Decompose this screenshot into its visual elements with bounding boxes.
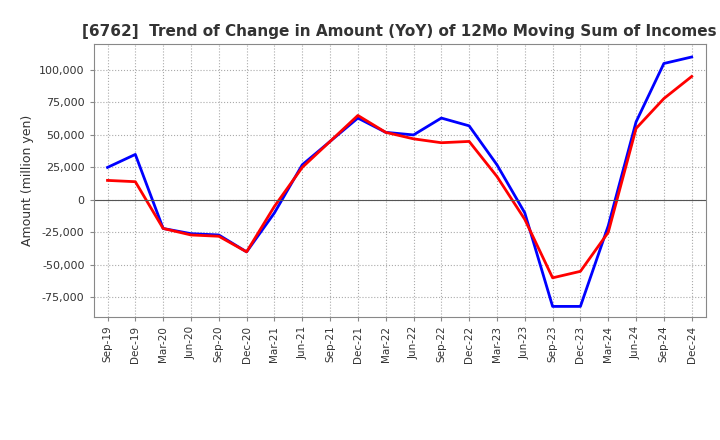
Net Income [215,234,223,239]
Ordinary Income [604,223,613,228]
Y-axis label: Amount (million yen): Amount (million yen) [20,115,34,246]
Line: Ordinary Income: Ordinary Income [107,57,692,306]
Net Income [186,232,195,238]
Ordinary Income [242,249,251,254]
Ordinary Income [354,115,362,121]
Ordinary Income [103,165,112,170]
Ordinary Income [688,55,696,60]
Ordinary Income [576,304,585,309]
Net Income [631,126,640,131]
Ordinary Income [409,132,418,138]
Net Income [103,178,112,183]
Net Income [604,230,613,235]
Net Income [242,249,251,254]
Net Income [298,165,307,170]
Net Income [382,130,390,135]
Net Income [521,217,529,222]
Ordinary Income [186,231,195,236]
Ordinary Income [298,162,307,168]
Net Income [131,179,140,184]
Ordinary Income [325,139,334,144]
Ordinary Income [437,115,446,121]
Net Income [354,113,362,118]
Title: [6762]  Trend of Change in Amount (YoY) of 12Mo Moving Sum of Incomes: [6762] Trend of Change in Amount (YoY) o… [82,24,717,39]
Ordinary Income [549,304,557,309]
Ordinary Income [631,119,640,125]
Net Income [409,136,418,142]
Net Income [159,226,168,231]
Ordinary Income [521,210,529,216]
Ordinary Income [492,162,501,168]
Net Income [660,96,668,101]
Net Income [492,174,501,179]
Net Income [270,204,279,209]
Net Income [688,74,696,79]
Net Income [325,139,334,144]
Net Income [549,275,557,280]
Ordinary Income [215,232,223,238]
Ordinary Income [660,61,668,66]
Ordinary Income [465,123,474,128]
Line: Net Income: Net Income [107,77,692,278]
Net Income [465,139,474,144]
Net Income [437,140,446,145]
Ordinary Income [382,130,390,135]
Ordinary Income [131,152,140,157]
Net Income [576,269,585,274]
Ordinary Income [159,226,168,231]
Ordinary Income [270,210,279,216]
